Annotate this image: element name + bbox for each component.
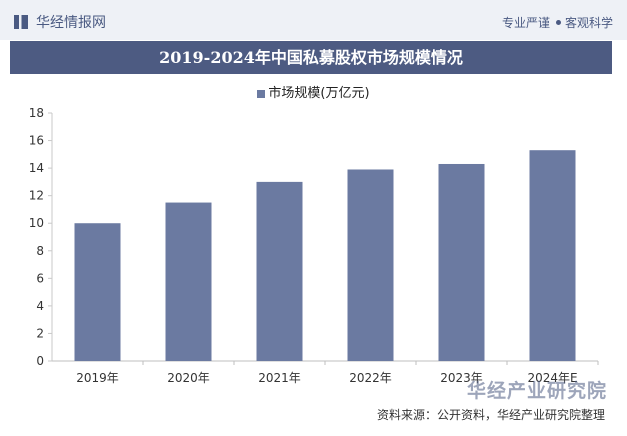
- y-tick-label: 14: [29, 161, 44, 175]
- x-tick-label: 2023年: [440, 371, 483, 385]
- slogan-left: 专业严谨: [501, 16, 550, 30]
- y-tick-label: 12: [29, 189, 44, 203]
- bar: [74, 223, 121, 361]
- y-tick-label: 4: [36, 299, 44, 313]
- x-tick-label: 2019年: [76, 371, 119, 385]
- x-tick-label: 2021年: [258, 371, 301, 385]
- y-tick-label: 2: [36, 326, 44, 340]
- chart-title: 2019-2024年中国私募股权市场规模情况: [10, 41, 612, 74]
- bar: [256, 181, 303, 361]
- y-tick-label: 18: [29, 106, 44, 120]
- bar: [438, 163, 485, 361]
- bar: [347, 169, 394, 361]
- source-note: 资料来源：公开资料，华经产业研究院整理: [376, 408, 605, 422]
- brand-name: 华经情报网: [36, 15, 106, 31]
- y-tick-label: 10: [29, 216, 44, 230]
- y-tick-label: 8: [36, 244, 44, 258]
- y-tick-label: 16: [29, 134, 44, 148]
- x-tick-label: 2020年: [167, 371, 210, 385]
- header-bar: 华经情报网 专业严谨 客观科学: [0, 0, 627, 40]
- bullet-icon: [555, 20, 561, 25]
- y-tick-label: 0: [36, 354, 44, 368]
- x-tick-label: 2022年: [349, 371, 392, 385]
- legend-swatch: [257, 89, 266, 98]
- chart-legend: 市场规模(万亿元): [0, 82, 627, 101]
- legend-label: 市场规模(万亿元): [268, 86, 370, 101]
- slogan: 专业严谨 客观科学: [502, 14, 613, 31]
- bar: [165, 202, 212, 361]
- watermark: 华经产业研究院: [466, 380, 607, 402]
- x-tick-label: 2024年E: [527, 371, 577, 385]
- bar: [529, 150, 576, 361]
- slogan-right: 客观科学: [564, 16, 613, 30]
- logo-icon: [14, 15, 28, 29]
- brand: 华经情报网: [14, 12, 106, 32]
- y-tick-label: 6: [36, 271, 44, 285]
